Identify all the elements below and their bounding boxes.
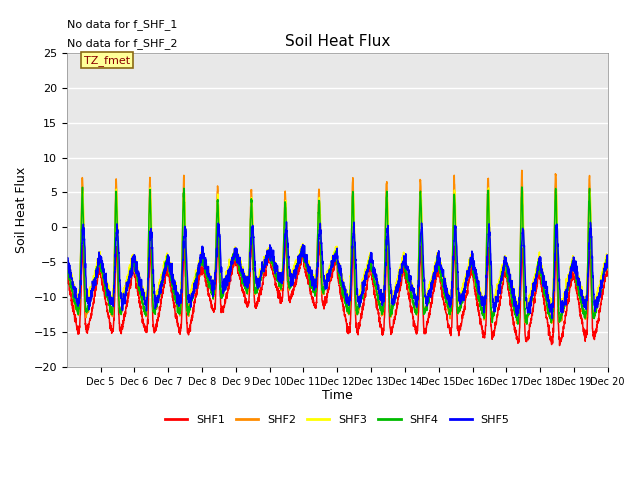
SHF1: [63, 266, 70, 272]
SHF4: [594, 301, 602, 307]
SHF5: [283, 219, 291, 225]
SHF3: [604, 257, 612, 263]
SHF3: [63, 258, 70, 264]
SHF3: [524, 306, 532, 312]
SHF1: [594, 320, 602, 325]
SHF5: [157, 284, 164, 289]
SHF2: [518, 168, 525, 173]
Text: No data for f_SHF_2: No data for f_SHF_2: [67, 38, 177, 49]
Line: SHF1: SHF1: [67, 240, 608, 346]
X-axis label: Time: Time: [322, 388, 353, 401]
SHF1: [125, 295, 132, 300]
SHF1: [535, 267, 543, 273]
SHF4: [294, 263, 301, 269]
SHF2: [157, 288, 164, 293]
SHF2: [270, 267, 278, 273]
SHF2: [536, 259, 543, 265]
SHF5: [294, 259, 301, 264]
Text: TZ_fmet: TZ_fmet: [84, 55, 130, 66]
SHF4: [157, 286, 164, 292]
Legend: SHF1, SHF2, SHF3, SHF4, SHF5: SHF1, SHF2, SHF3, SHF4, SHF5: [161, 411, 514, 430]
SHF5: [125, 278, 132, 284]
SHF5: [535, 263, 543, 268]
SHF3: [294, 260, 301, 266]
SHF1: [282, 237, 289, 242]
SHF1: [157, 304, 164, 310]
SHF1: [604, 272, 612, 278]
SHF3: [157, 277, 164, 283]
Line: SHF3: SHF3: [67, 188, 608, 309]
SHF2: [524, 321, 531, 326]
SHF2: [125, 279, 132, 285]
SHF5: [594, 304, 602, 310]
Y-axis label: Soil Heat Flux: Soil Heat Flux: [15, 167, 28, 253]
SHF4: [604, 264, 612, 270]
Line: SHF4: SHF4: [67, 187, 608, 324]
SHF1: [556, 343, 563, 348]
SHF1: [270, 274, 278, 279]
SHF4: [63, 264, 70, 269]
SHF4: [514, 321, 522, 327]
SHF2: [63, 259, 70, 265]
SHF3: [147, 185, 154, 191]
SHF3: [125, 273, 132, 278]
SHF4: [270, 266, 278, 272]
SHF5: [63, 262, 70, 268]
SHF5: [548, 315, 556, 321]
SHF4: [536, 263, 543, 268]
SHF5: [604, 259, 612, 265]
Line: SHF5: SHF5: [67, 222, 608, 318]
SHF2: [594, 305, 602, 311]
SHF3: [536, 253, 543, 259]
SHF5: [270, 265, 278, 271]
SHF3: [594, 290, 602, 296]
SHF1: [294, 268, 301, 274]
Text: No data for f_SHF_1: No data for f_SHF_1: [67, 19, 177, 30]
SHF2: [294, 258, 301, 264]
Title: Soil Heat Flux: Soil Heat Flux: [285, 34, 390, 48]
SHF4: [518, 184, 525, 190]
SHF4: [125, 276, 132, 282]
Line: SHF2: SHF2: [67, 170, 608, 324]
SHF3: [271, 258, 278, 264]
SHF2: [604, 261, 612, 267]
